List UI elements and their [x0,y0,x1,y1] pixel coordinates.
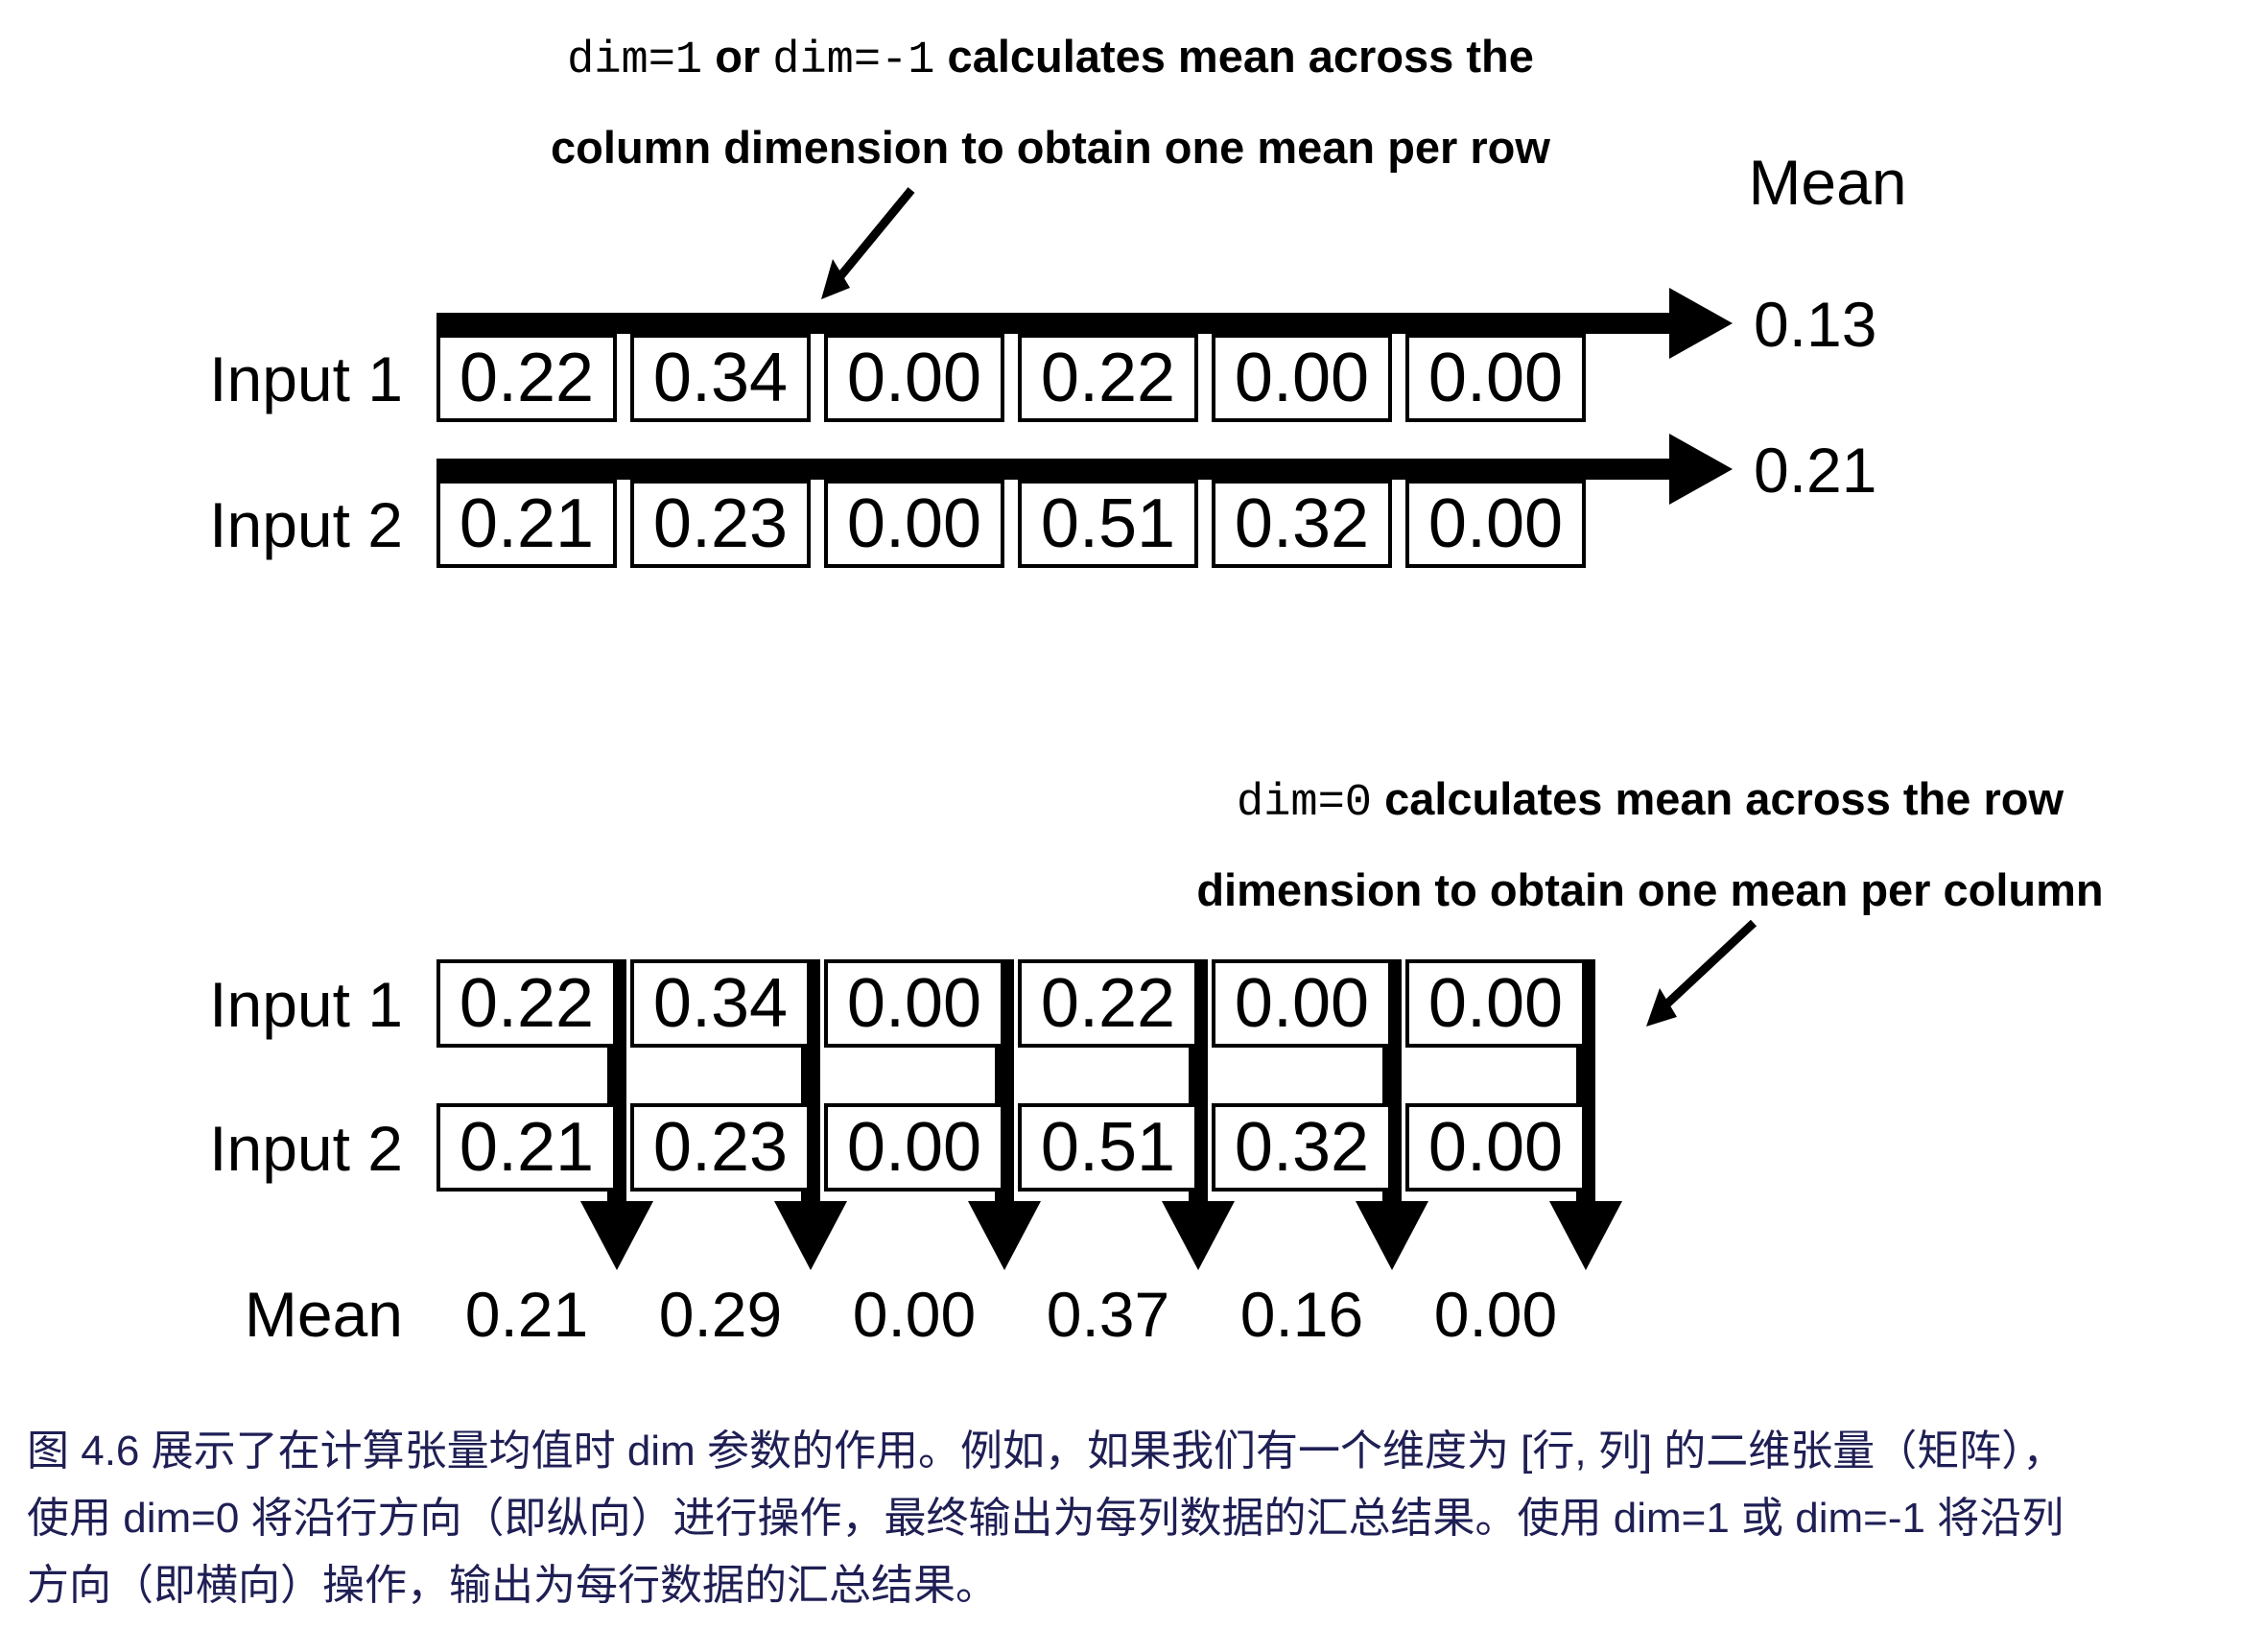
top-row1-cell: 0.22 [436,334,617,422]
top-row1-cell: 0.00 [824,334,1004,422]
dim-neg1-code: dim=-1 [772,35,935,86]
top-row2-cell: 0.23 [630,480,811,568]
figure-caption-line3: 方向（即横向）操作，输出为每行数据的汇总结果。 [27,1562,998,1609]
bottom-row1-cell: 0.00 [1405,959,1586,1048]
figure-caption-line1: 图 4.6 展示了在计算张量均值时 dim 参数的作用。例如，如果我们有一个维度… [27,1428,2065,1475]
dim0-annotation-line1: dim=0 calculates mean across the row [1236,773,2064,829]
bottom-input1-label: Input 1 [209,969,403,1040]
bottom-row2-cell: 0.00 [824,1103,1004,1192]
bottom-mean-label: Mean [244,1279,403,1350]
bottom-row1-cell: 0.00 [824,959,1004,1048]
bottom-row2-cell: 0.51 [1018,1103,1198,1192]
column-arrowhead-icon [580,1201,653,1270]
bottom-row1-cell: 0.22 [436,959,617,1048]
top-row1-arrow-bar [436,313,1669,334]
bottom-row2-cell: 0.21 [436,1103,617,1192]
mean-column-header: Mean [1748,147,1907,218]
top-row1-arrowhead-icon [1669,288,1733,359]
bottom-mean-value: 0.29 [658,1279,783,1350]
bottom-row2-cell: 0.00 [1405,1103,1586,1192]
bottom-mean-value: 0.00 [852,1279,977,1350]
column-arrowhead-icon [1549,1201,1622,1270]
column-arrowhead-icon [1162,1201,1235,1270]
bottom-row2-cell: 0.23 [630,1103,811,1192]
bottom-row2-cell: 0.32 [1212,1103,1392,1192]
bottom-mean-value: 0.00 [1433,1279,1558,1350]
bottom-mean-value: 0.21 [464,1279,589,1350]
dim1-annotation: dim=1 or dim=-1 calculates mean across t… [384,13,1717,191]
top-row2-mean: 0.21 [1754,435,1877,506]
dim1-pointer-arrow-icon [821,187,915,299]
dim0-annotation-line2: dimension to obtain one mean per column [1196,864,2104,915]
column-arrowhead-icon [1356,1201,1428,1270]
top-row2-cell: 0.00 [824,480,1004,568]
top-row1-cell: 0.34 [630,334,811,422]
dim1-code: dim=1 [567,35,703,86]
bottom-mean-value: 0.37 [1046,1279,1170,1350]
figure-caption: 图 4.6 展示了在计算张量均值时 dim 参数的作用。例如，如果我们有一个维度… [27,1418,2233,1619]
top-row1-cell: 0.00 [1405,334,1586,422]
top-row1-cell: 0.22 [1018,334,1198,422]
bottom-row1-cell: 0.34 [630,959,811,1048]
top-input2-label: Input 2 [209,489,403,560]
dim0-code: dim=0 [1236,778,1373,829]
bottom-row1-cell: 0.00 [1212,959,1392,1048]
top-row2-arrow-bar [436,459,1669,480]
top-row2-cell: 0.21 [436,480,617,568]
column-arrowhead-icon [774,1201,847,1270]
dim1-annotation-line1: dim=1 or dim=-1 calculates mean across t… [567,31,1534,86]
top-row2-cell: 0.00 [1405,480,1586,568]
top-row2-arrowhead-icon [1669,434,1733,505]
top-row2-cell: 0.32 [1212,480,1392,568]
dim0-pointer-arrow-icon [1646,919,1757,1027]
bottom-input2-label: Input 2 [209,1113,403,1184]
bottom-mean-value: 0.16 [1239,1279,1364,1350]
top-row2-cell: 0.51 [1018,480,1198,568]
dim1-annotation-line2: column dimension to obtain one mean per … [551,122,1550,173]
top-input1-label: Input 1 [209,343,403,414]
figure-caption-line2: 使用 dim=0 将沿行方向（即纵向）进行操作，最终输出为每列数据的汇总结果。使… [27,1495,2064,1542]
top-row1-cell: 0.00 [1212,334,1392,422]
top-row1-mean: 0.13 [1754,289,1877,360]
dim0-annotation: dim=0 calculates mean across the row dim… [1055,756,2241,933]
column-arrowhead-icon [968,1201,1041,1270]
bottom-row1-cell: 0.22 [1018,959,1198,1048]
